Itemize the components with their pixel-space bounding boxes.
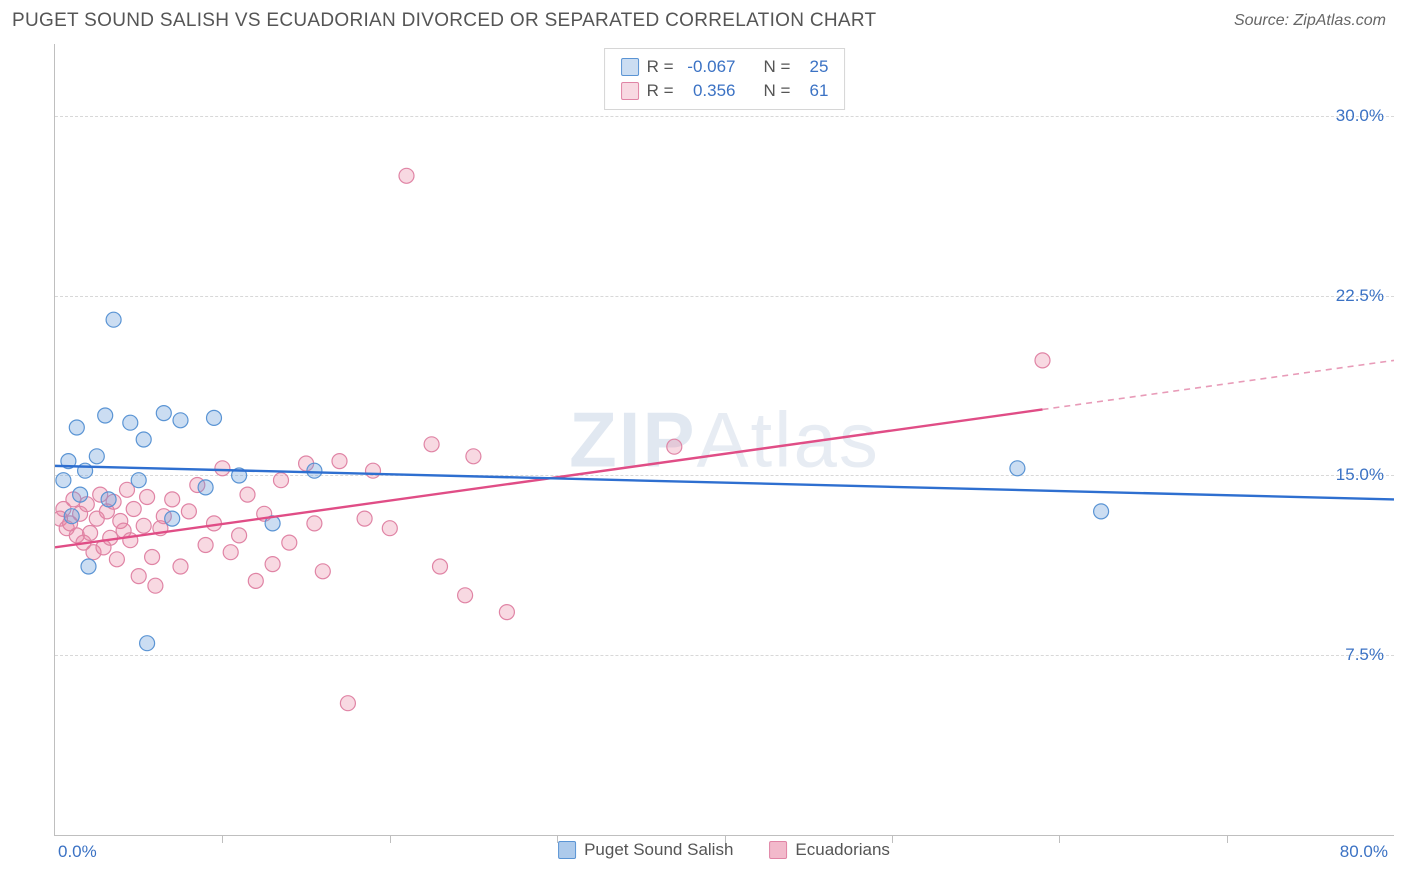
data-point [148, 578, 163, 593]
data-point [274, 473, 289, 488]
data-point [140, 490, 155, 505]
legend-label-pink: Ecuadorians [795, 840, 890, 860]
data-point [399, 168, 414, 183]
x-max-label: 80.0% [1340, 842, 1388, 862]
data-point [165, 511, 180, 526]
data-point [145, 550, 160, 565]
data-point [198, 480, 213, 495]
legend-swatch-pink [769, 841, 787, 859]
bottom-legend: Puget Sound Salish Ecuadorians [558, 840, 890, 860]
legend-item-blue: Puget Sound Salish [558, 840, 733, 860]
stat-n-label: N = [764, 81, 791, 101]
data-point [232, 528, 247, 543]
data-point [81, 559, 96, 574]
data-point [265, 557, 280, 572]
chart-title: PUGET SOUND SALISH VS ECUADORIAN DIVORCE… [12, 10, 876, 32]
stat-n-blue: 25 [798, 57, 828, 77]
data-point [173, 559, 188, 574]
stats-row-pink: R = 0.356 N = 61 [621, 79, 829, 103]
data-point [1094, 504, 1109, 519]
x-axis-row: 0.0% 80.0% Puget Sound Salish Ecuadorian… [54, 842, 1394, 870]
trend-line-blue [55, 466, 1394, 500]
data-point [332, 454, 347, 469]
data-point [307, 516, 322, 531]
legend-item-pink: Ecuadorians [769, 840, 890, 860]
x-min-label: 0.0% [58, 842, 97, 862]
stat-n-pink: 61 [798, 81, 828, 101]
data-point [140, 636, 155, 651]
data-point [126, 502, 141, 517]
data-point [207, 410, 222, 425]
data-point [366, 463, 381, 478]
data-point [307, 463, 322, 478]
data-point [215, 461, 230, 476]
data-point [282, 535, 297, 550]
data-point [248, 573, 263, 588]
data-point [136, 432, 151, 447]
data-point [56, 473, 71, 488]
data-point [1035, 353, 1050, 368]
stat-r-label: R = [647, 57, 674, 77]
data-point [357, 511, 372, 526]
data-point [73, 487, 88, 502]
data-point [1010, 461, 1025, 476]
data-point [109, 552, 124, 567]
stats-row-blue: R = -0.067 N = 25 [621, 55, 829, 79]
data-point [64, 509, 79, 524]
data-point [340, 696, 355, 711]
data-point [424, 437, 439, 452]
legend-swatch-blue [558, 841, 576, 859]
data-point [101, 492, 116, 507]
stat-r-blue: -0.067 [682, 57, 736, 77]
data-point [198, 538, 213, 553]
stats-legend-box: R = -0.067 N = 25 R = 0.356 N = 61 [604, 48, 846, 110]
data-point [156, 406, 171, 421]
data-point [131, 569, 146, 584]
stat-r-pink: 0.356 [682, 81, 736, 101]
data-point [181, 504, 196, 519]
data-point [223, 545, 238, 560]
stat-n-label: N = [764, 57, 791, 77]
data-point [458, 588, 473, 603]
data-point [106, 312, 121, 327]
swatch-blue [621, 58, 639, 76]
plot-svg [55, 44, 1394, 835]
data-point [433, 559, 448, 574]
data-point [466, 449, 481, 464]
data-point [123, 415, 138, 430]
data-point [136, 518, 151, 533]
data-point [667, 439, 682, 454]
chart-header: PUGET SOUND SALISH VS ECUADORIAN DIVORCE… [0, 0, 1406, 36]
plot-area: ZIPAtlas R = -0.067 N = 25 R = 0.356 N =… [54, 44, 1394, 836]
data-point [69, 420, 84, 435]
swatch-pink [621, 82, 639, 100]
legend-label-blue: Puget Sound Salish [584, 840, 733, 860]
data-point [499, 605, 514, 620]
stat-r-label: R = [647, 81, 674, 101]
data-point [165, 492, 180, 507]
data-point [83, 526, 98, 541]
data-point [382, 521, 397, 536]
chart-source: Source: ZipAtlas.com [1234, 12, 1386, 30]
data-point [315, 564, 330, 579]
data-point [240, 487, 255, 502]
data-point [173, 413, 188, 428]
chart-container: Divorced or Separated ZIPAtlas R = -0.06… [12, 44, 1394, 880]
data-point [89, 449, 104, 464]
data-point [131, 473, 146, 488]
data-point [98, 408, 113, 423]
trend-line-pink-dashed [1043, 360, 1394, 409]
